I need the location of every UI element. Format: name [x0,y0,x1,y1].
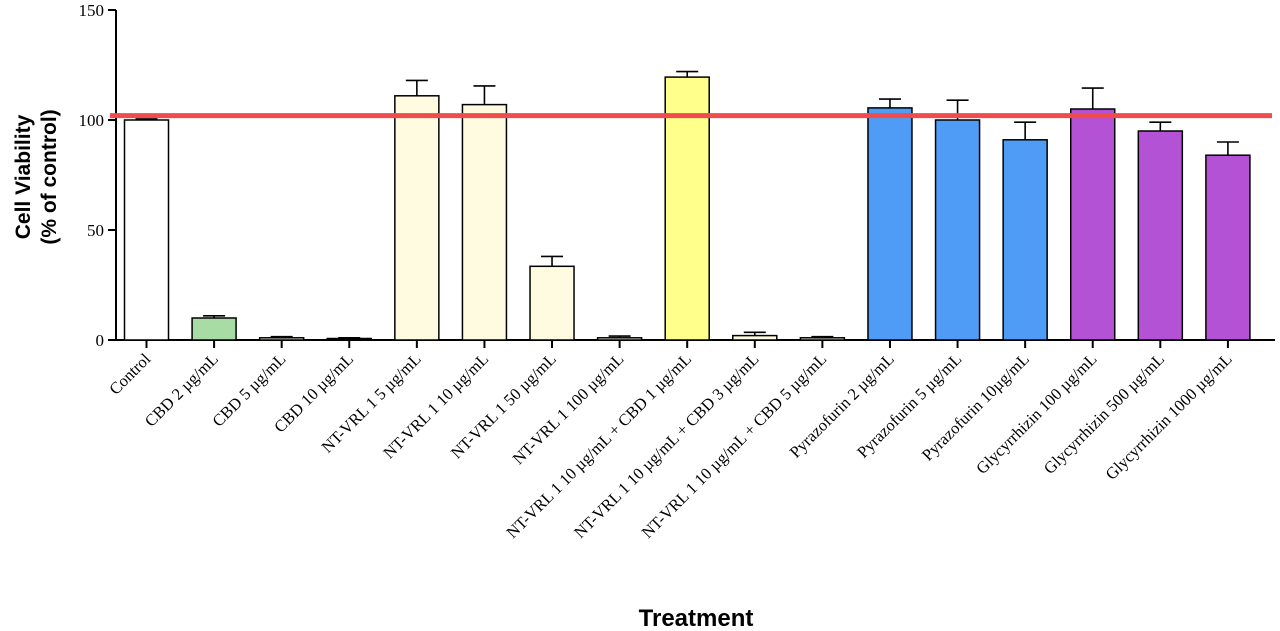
bar [596,337,643,341]
y-tick-label: 100 [79,111,105,130]
bar [1069,108,1116,341]
bar [123,119,170,341]
x-category-label: Control [105,349,154,398]
y-axis-label-line2: (% of control) [38,109,61,244]
bar [934,119,981,341]
bar [461,103,508,341]
bar [1137,130,1184,341]
bar [191,317,237,341]
bar [529,265,575,341]
y-tick-label: 50 [87,221,104,240]
error-bars-group [135,70,1239,339]
x-category-label: Glycyrrhizin 1000 µg/mL [1102,349,1236,483]
bar [732,334,778,341]
y-ticks: 0 50 100 150 [79,1,116,350]
x-category-label: Glycyrrhizin 500 µg/mL [1040,349,1168,477]
bar [799,337,846,341]
bar [664,76,710,341]
y-axis-label-line1: Cell Viability [12,114,35,239]
y-tick-label: 150 [79,1,105,20]
bar [394,95,440,341]
bar [326,337,373,341]
bars-group [123,76,1251,341]
bar [867,107,913,341]
y-tick-label: 0 [96,331,105,350]
x-category-label: Glycyrrhizin 100 µg/mL [972,349,1100,477]
x-category-label: NT-VRL 1 100 µg/mL [509,349,628,468]
x-axis-label: Treatment [639,605,754,631]
bar [1002,139,1048,341]
bar [258,337,305,341]
bar [1205,154,1251,341]
x-ticks [145,340,1229,348]
